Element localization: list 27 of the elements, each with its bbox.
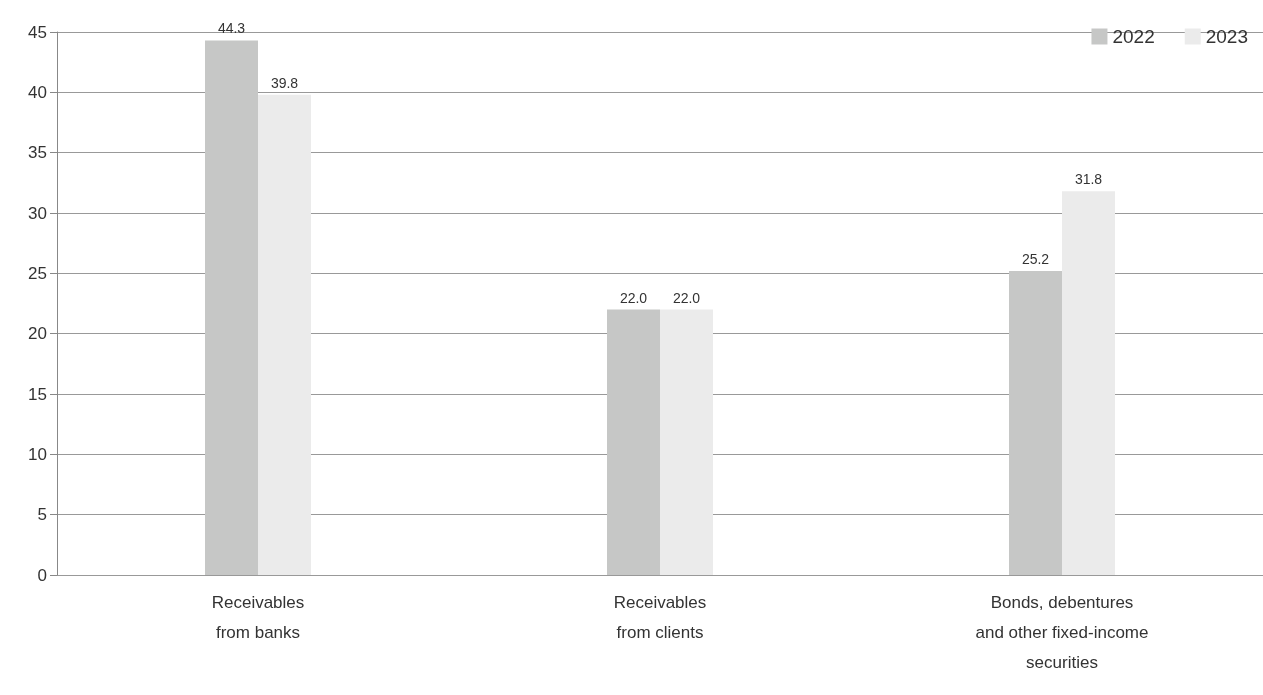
- data-label: 39.8: [270, 74, 299, 91]
- legend-label: 2023: [1205, 26, 1249, 47]
- y-tick-label: 5: [37, 505, 47, 525]
- data-label: 22.0: [672, 289, 701, 306]
- data-label: 44.3: [217, 20, 246, 37]
- y-tick-label: 30: [28, 203, 47, 223]
- y-tick-label: 10: [28, 444, 47, 464]
- x-tick-label: Bonds, debentures and other fixed-income securities: [975, 592, 1149, 672]
- y-tick-label: 45: [28, 22, 47, 42]
- data-label: 25.2: [1021, 250, 1050, 267]
- bar: [258, 94, 311, 575]
- bar: [660, 309, 713, 575]
- bar: [205, 40, 258, 575]
- data-label: 22.0: [619, 289, 648, 306]
- y-tick-label: 35: [28, 143, 47, 163]
- data-label: 31.8: [1074, 171, 1103, 188]
- y-tick-label: 25: [28, 263, 47, 283]
- x-tick-label: Receivables from clients: [613, 592, 707, 642]
- y-tick-label: 0: [37, 565, 47, 585]
- y-tick-label: 20: [28, 324, 47, 344]
- legend-label: 2022: [1112, 26, 1155, 47]
- bar: [1062, 191, 1115, 575]
- x-tick-label: Receivables from banks: [211, 592, 305, 642]
- y-tick-label: 15: [28, 384, 47, 404]
- bar: [607, 309, 660, 575]
- y-tick-label: 40: [28, 82, 47, 102]
- bar: [1009, 270, 1062, 575]
